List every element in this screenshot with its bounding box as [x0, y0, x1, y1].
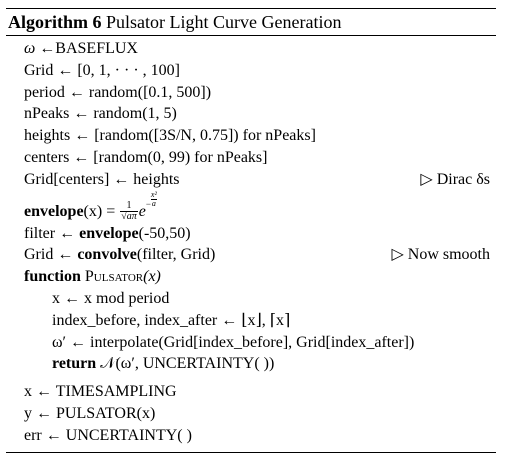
line-text: (-50,50)	[138, 224, 191, 242]
line-text: index_before, index_after ← ⌊x⌋, ⌈x⌉	[52, 311, 291, 329]
fraction-numerator: 1	[120, 201, 138, 213]
function-arg: (x)	[143, 268, 161, 286]
line-text: heights ← [random([3S/N, 0.75]) for nPea…	[24, 127, 316, 145]
omega-symbol: ω	[24, 40, 36, 57]
comment-dirac: ▷ Dirac δs	[420, 170, 490, 188]
line-mod: x ← x mod period	[6, 288, 496, 310]
line-text: x ← TIMESAMPLING	[24, 383, 177, 401]
line-envelope: envelope(x) = 1 √aπ e− x² a	[6, 189, 496, 223]
exp-numerator: x²	[150, 189, 157, 200]
line-pulsator-call: y ← PULSATOR(x)	[6, 403, 496, 425]
envelope-arg: (x) =	[83, 202, 116, 220]
algorithm-label: Algorithm 6	[8, 12, 102, 32]
exp-denominator: a	[151, 198, 156, 208]
line-text: centers ← [random(0, 99) for nPeaks]	[24, 148, 268, 166]
fraction-denominator: √aπ	[121, 211, 137, 223]
line-grid: Grid ← [0, 1, · · · , 100]	[6, 60, 496, 82]
line-text: y ← PULSATOR(x)	[24, 404, 156, 422]
line-function: function Pulsator(x)	[6, 266, 496, 288]
line-centers: centers ← [random(0, 99) for nPeaks]	[6, 147, 496, 169]
algorithm-title: Pulsator Light Curve Generation	[106, 12, 342, 32]
envelope-keyword: envelope	[79, 224, 139, 242]
line-convolve: Grid ← convolve(filter, Grid) ▷ Now smoo…	[6, 244, 496, 266]
assign-arrow: ←	[39, 40, 56, 57]
line-text: period ← random([0.1, 500])	[24, 83, 212, 101]
line-heights: heights ← [random([3S/N, 0.75]) for nPea…	[6, 125, 496, 147]
algorithm-caption: Algorithm 6 Pulsator Light Curve Generat…	[6, 9, 496, 35]
line-timesampling: x ← TIMESAMPLING	[6, 381, 496, 403]
line-text: 𝒩(ω′, UNCERTAINTY( ))	[100, 355, 275, 373]
line-omega: ω ←BASEFLUX	[6, 38, 496, 60]
line-text: Grid[centers] ← heights	[24, 170, 180, 188]
exp-base: e	[138, 202, 146, 220]
line-index: index_before, index_after ← ⌊x⌋, ⌈x⌉	[6, 310, 496, 332]
top-rule	[6, 8, 496, 9]
line-return: return 𝒩(ω′, UNCERTAINTY( ))	[6, 353, 496, 375]
line-period: period ← random([0.1, 500])	[6, 82, 496, 104]
line-err: err ← UNCERTAINTY( )	[6, 425, 496, 447]
exp-sign: −	[145, 198, 151, 209]
caption-rule	[6, 35, 496, 36]
line-text: err ← UNCERTAINTY( )	[24, 426, 192, 444]
convolve-keyword: convolve	[77, 246, 137, 264]
envelope-keyword: envelope	[24, 202, 84, 220]
line-text: Grid ←	[24, 246, 74, 264]
baseflux-call: BASEFLUX	[55, 40, 138, 57]
function-keyword: function	[24, 268, 81, 286]
line-text: x ← x mod period	[52, 289, 170, 307]
line-filter: filter ← envelope(-50,50)	[6, 223, 496, 245]
line-npeaks: nPeaks ← random(1, 5)	[6, 103, 496, 125]
line-text: Grid ← [0, 1, · · · , 100]	[24, 61, 180, 79]
line-text: (filter, Grid)	[136, 246, 216, 264]
line-text: filter ←	[24, 224, 76, 242]
line-text: ω′ ← interpolate(Grid[index_before], Gri…	[52, 333, 415, 351]
algorithm-body: ω ←BASEFLUX Grid ← [0, 1, · · · , 100] p…	[6, 36, 496, 447]
function-name: Pulsator	[84, 268, 144, 286]
line-grid-centers: Grid[centers] ← heights ▷ Dirac δs	[6, 169, 496, 191]
algorithm-block: Algorithm 6 Pulsator Light Curve Generat…	[6, 8, 496, 447]
line-interpolate: ω′ ← interpolate(Grid[index_before], Gri…	[6, 332, 496, 354]
return-keyword: return	[52, 355, 97, 373]
exp-fraction: x² a	[150, 189, 157, 208]
line-text: nPeaks ← random(1, 5)	[24, 105, 177, 123]
envelope-fraction: 1 √aπ	[120, 201, 138, 222]
comment-smooth: ▷ Now smooth	[391, 246, 490, 264]
bottom-rule	[6, 452, 496, 453]
